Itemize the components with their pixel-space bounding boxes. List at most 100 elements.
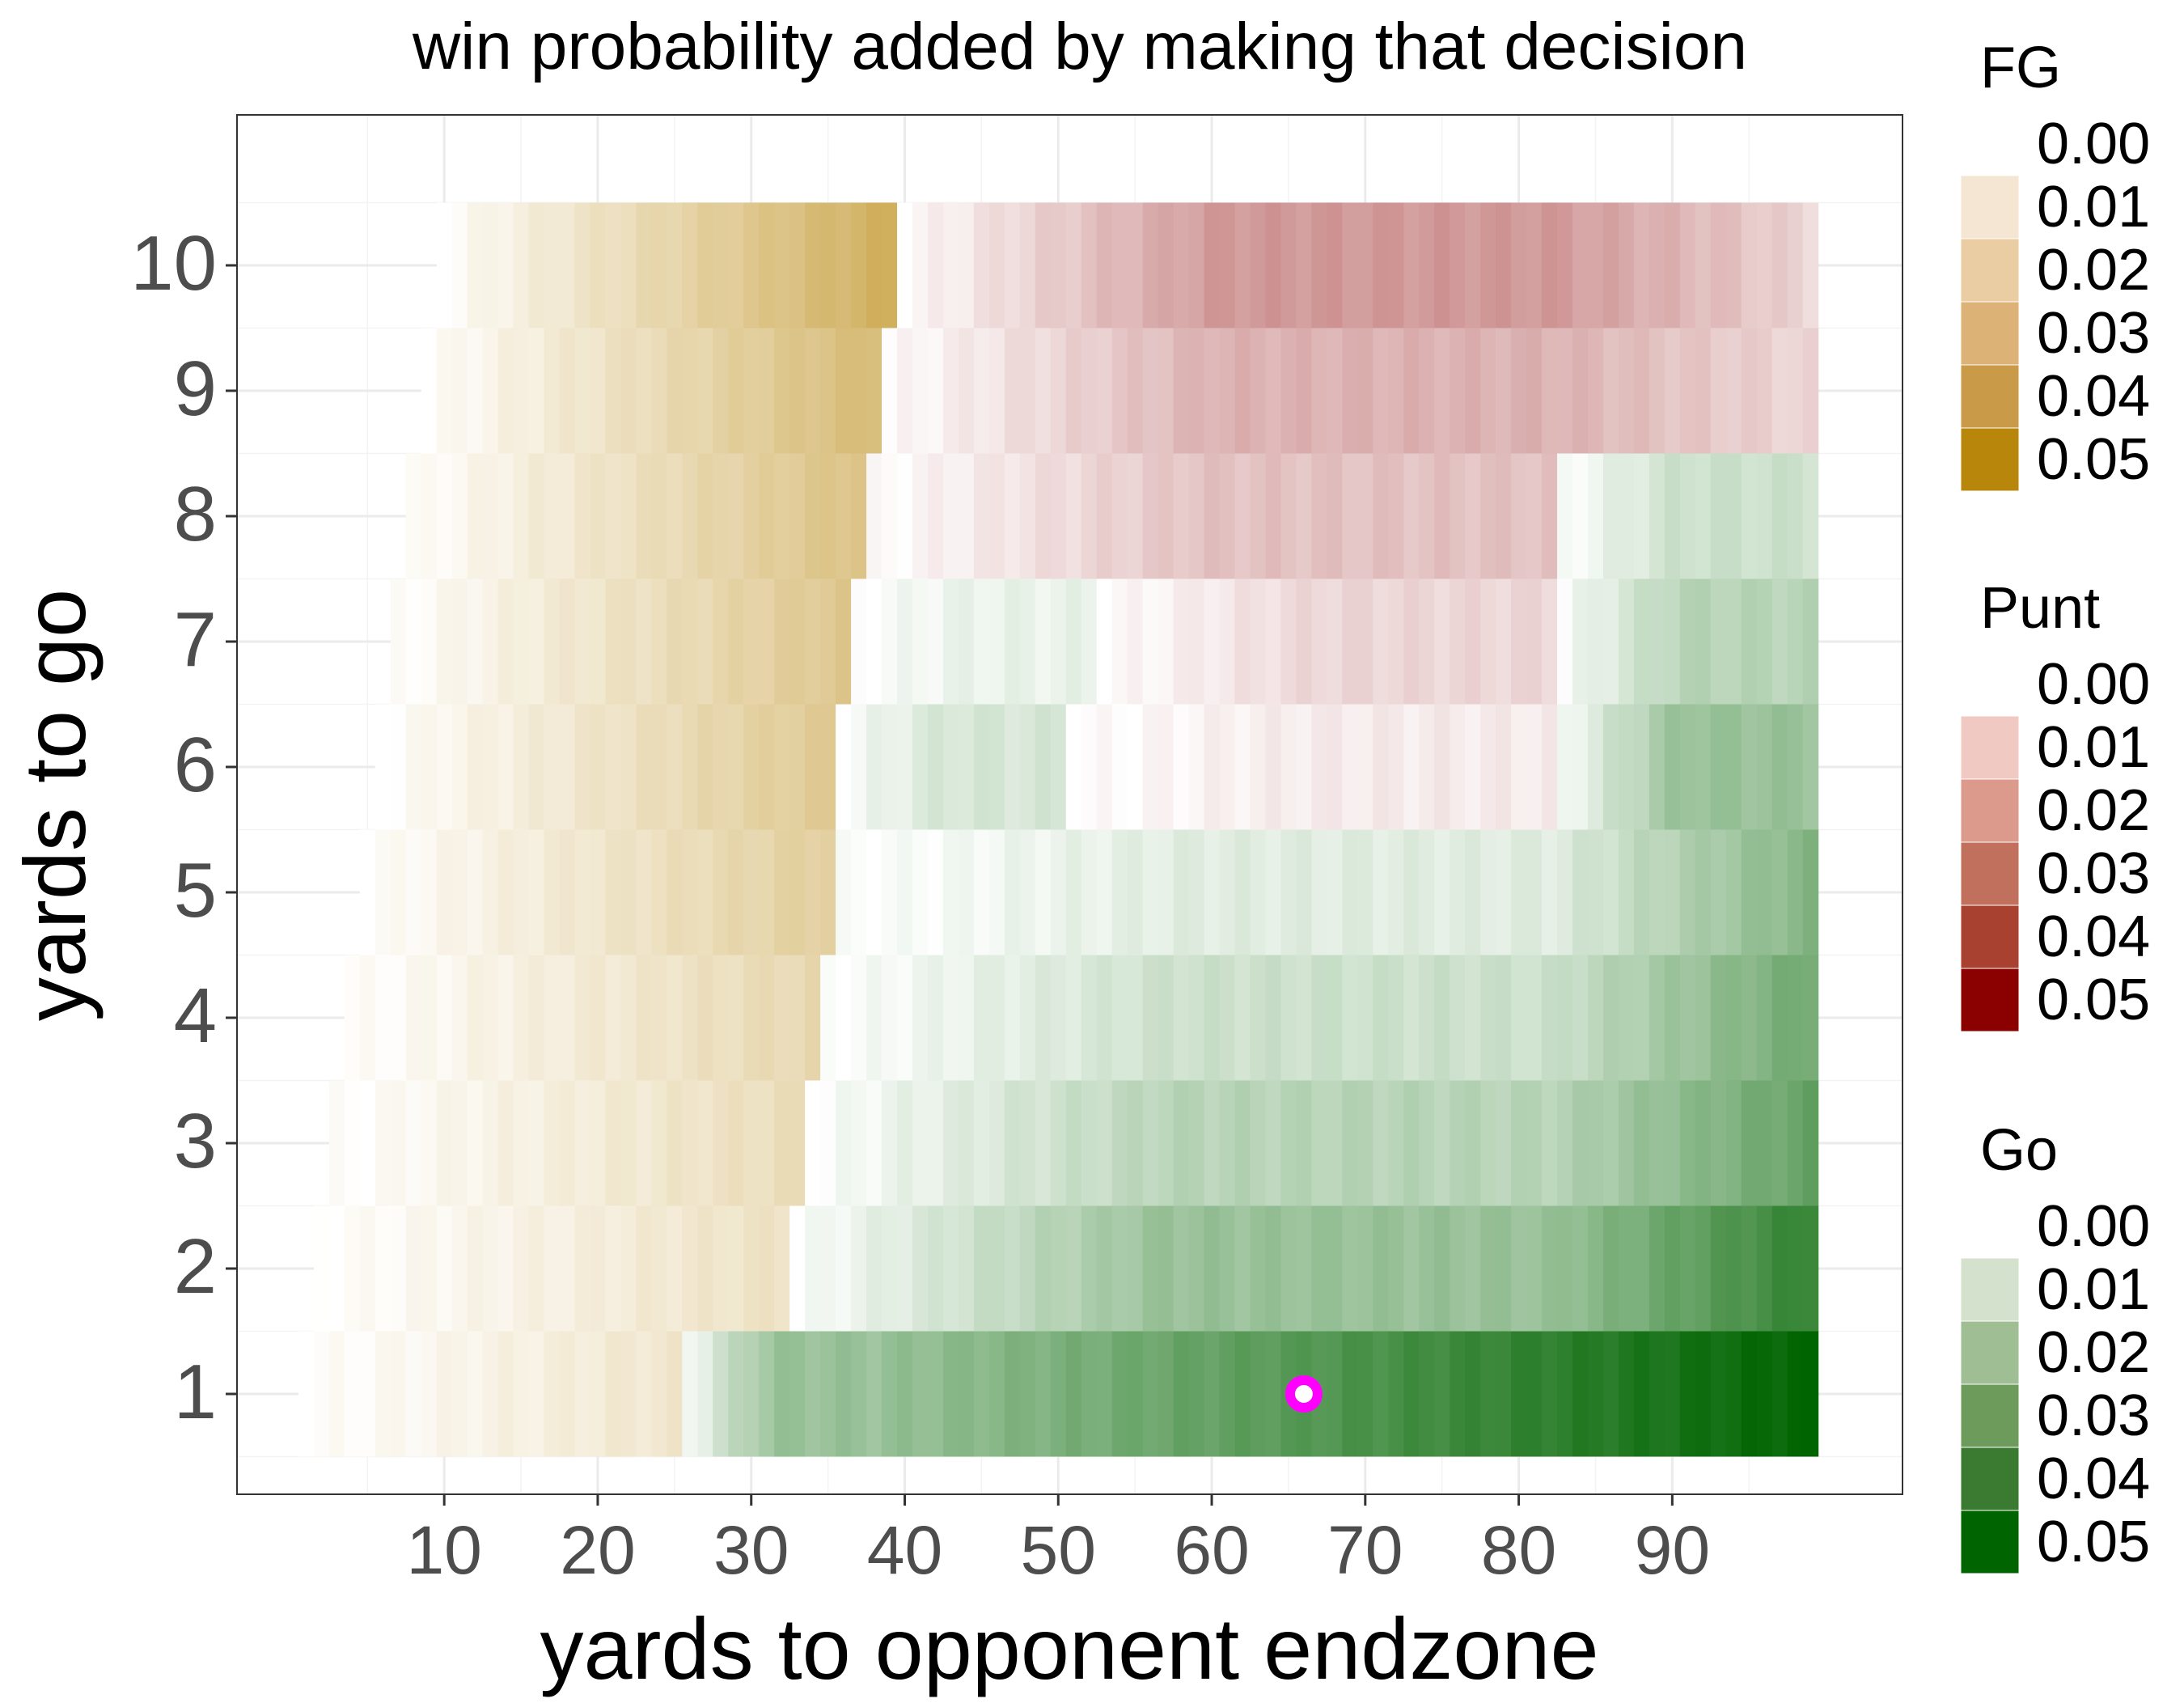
heatmap-cell [467,955,484,1081]
heatmap-cell [1219,453,1236,579]
heatmap-cell [1679,202,1696,328]
heatmap-cell [1173,829,1190,955]
heatmap-cell [1188,1205,1205,1332]
x-tick-label: 10 [406,1512,481,1588]
heatmap-cell [882,328,898,454]
heatmap-cell [359,1331,376,1457]
heatmap-cell [1465,1331,1481,1457]
heatmap-cell [1019,955,1036,1081]
heatmap-cell [1342,578,1358,705]
heatmap-cell [1004,1205,1021,1332]
heatmap-cell [1695,955,1712,1081]
heatmap-cell [1465,955,1481,1081]
heatmap-cell [497,704,514,830]
heatmap-cell [667,453,683,579]
heatmap-cell [820,704,836,830]
heatmap-cell [1065,453,1082,579]
heatmap-cell [882,1080,898,1206]
heatmap-cell [759,1080,775,1206]
heatmap-cell [1802,1080,1819,1206]
heatmap-cell [574,328,591,454]
heatmap-cell [1373,578,1389,705]
heatmap-cell [1296,1205,1312,1332]
heatmap-cell [1234,578,1251,705]
x-axis-ticks: 10 20 30 40 50 60 70 80 90 [406,1494,1710,1588]
heatmap-cell [1173,955,1190,1081]
heatmap-cell [528,453,545,579]
heatmap-cell [1756,1331,1773,1457]
heatmap-cell [1403,453,1420,579]
heatmap-cell [1587,955,1604,1081]
heatmap-cell [851,578,867,705]
heatmap-cell [1419,1080,1435,1206]
heatmap-cell [1311,578,1327,705]
heatmap-cell [958,1205,975,1332]
heatmap-cell [789,453,806,579]
heatmap-cell [1725,328,1742,454]
y-axis-label: yards to go [6,589,104,1021]
heatmap-cell [759,578,775,705]
heatmap-cell [574,1331,591,1457]
heatmap-cell [1587,704,1604,830]
heatmap-cell [1204,1205,1221,1332]
heatmap-cell [743,453,760,579]
heatmap-cell [866,1331,882,1457]
heatmap-cell [1542,1205,1558,1332]
heatmap-cell [1771,955,1788,1081]
heatmap-cell [1695,453,1712,579]
y-tick-label: 10 [130,220,217,307]
heatmap-cell [851,829,867,955]
heatmap-cell [1450,578,1466,705]
heatmap-cell [390,578,407,705]
heatmap-cell [497,829,514,955]
heatmap-cell [1649,328,1666,454]
heatmap-cell [851,453,867,579]
heatmap-cell [590,1205,607,1332]
heatmap-cell [421,955,438,1081]
heatmap-cell [1158,453,1175,579]
heatmap-cell [497,328,514,454]
legend-swatch [1960,175,2020,239]
heatmap-cell [1327,1205,1343,1332]
heatmap-cell [958,453,975,579]
heatmap-cell [697,1331,713,1457]
legend-label: 0.04 [2037,364,2150,429]
heatmap-cell [667,1205,683,1332]
heatmap-cell [1633,1080,1650,1206]
heatmap-cell [328,1080,345,1206]
heatmap-cell [1111,1080,1128,1206]
heatmap-cell [1725,1205,1742,1332]
heatmap-cell [1081,453,1098,579]
heatmap-cell [836,1331,852,1457]
heatmap-cell [528,202,545,328]
heatmap-cell [1710,202,1727,328]
heatmap-cell [497,578,514,705]
heatmap-cell [1250,704,1267,830]
legend-swatch [1960,778,2020,843]
heatmap-cell [1388,1080,1404,1206]
heatmap-cell [836,202,852,328]
heatmap-cell [1204,578,1221,705]
heatmap-cell [1480,955,1496,1081]
heatmap-cell [1250,955,1267,1081]
heatmap-cell [636,1080,652,1206]
heatmap-cell [973,1205,990,1332]
heatmap-cell [774,328,790,454]
heatmap-cell [743,1080,760,1206]
heatmap-cell [897,704,913,830]
heatmap-cell [805,202,821,328]
heatmap-cell [988,955,1005,1081]
heatmap-cell [1219,1080,1236,1206]
heatmap-cell [1265,328,1282,454]
heatmap-cell [774,955,790,1081]
heatmap-cell [1557,578,1573,705]
heatmap-cell [805,955,821,1081]
heatmap-cell [1633,955,1650,1081]
heatmap-cell [1542,453,1558,579]
heatmap-cell [973,829,990,955]
heatmap-cell [1465,202,1481,328]
heatmap-cell [620,202,637,328]
heatmap-cell [1602,1080,1619,1206]
heatmap-cell [1496,704,1512,830]
heatmap-cell [1081,202,1098,328]
